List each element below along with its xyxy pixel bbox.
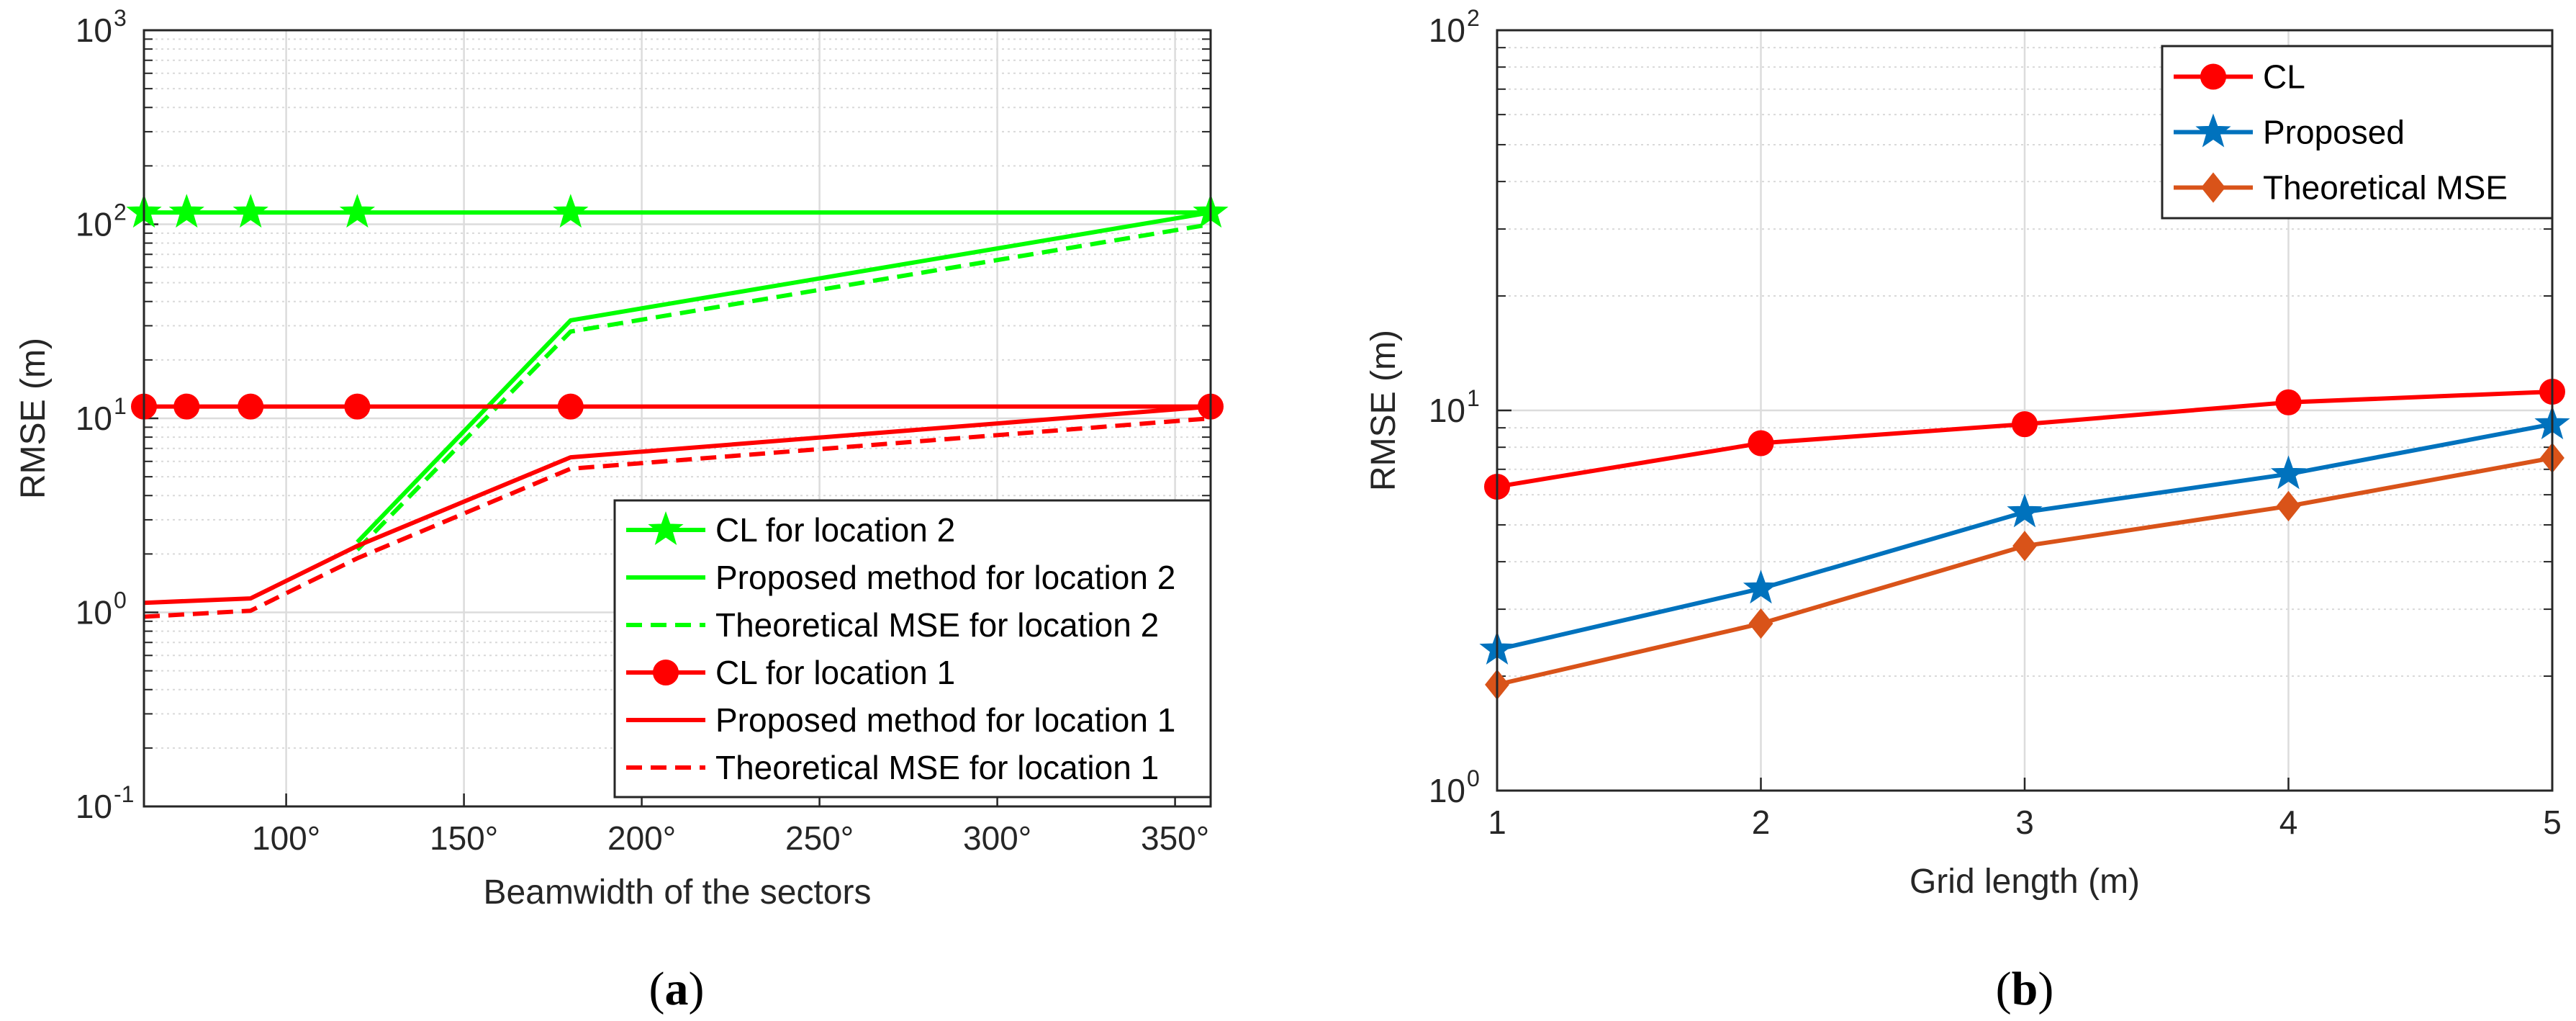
b-ytick-label: 10 xyxy=(1429,772,1465,809)
a-legend-label-3: CL for location 1 xyxy=(715,654,955,691)
b-ytick-label: 10 xyxy=(1429,392,1465,429)
caption-a-letter: a xyxy=(665,963,689,1015)
a-ytick-exponent: 2 xyxy=(114,199,127,225)
b-legend: CL Proposed Theoretical MSE xyxy=(2161,45,2554,220)
a-xtick-label: 100° xyxy=(252,819,320,857)
a-legend-marker-3 xyxy=(653,660,679,685)
a-data-point-3-4 xyxy=(557,393,584,420)
a-ytick-exponent: 3 xyxy=(114,5,127,31)
a-ytick-exponent: 1 xyxy=(114,393,127,419)
b-xtick-label: 5 xyxy=(2543,804,2562,841)
a-xtick-label: 250° xyxy=(785,819,854,857)
a-ytick-label: 10 xyxy=(76,12,112,49)
b-ytick-exponent: 2 xyxy=(1467,5,1480,31)
b-plot-frame xyxy=(1496,29,2554,792)
a-data-point-0-1 xyxy=(168,194,204,228)
a-ytick-label: 10 xyxy=(76,400,112,437)
a-legend: CL for location 2 Proposed method for loc… xyxy=(613,499,1212,799)
b-xtick-label: 2 xyxy=(1752,804,1771,841)
a-data-point-3-1 xyxy=(173,393,200,420)
a-legend-box xyxy=(613,499,1212,799)
a-data-point-3-2 xyxy=(238,393,264,420)
a-legend-marker-0 xyxy=(648,511,684,545)
a-series-line-2 xyxy=(356,222,1211,552)
a-plot-frame xyxy=(143,29,1212,808)
b-xtick-label: 3 xyxy=(2015,804,2034,841)
b-tick-labels: 10 010 110 21 2 3 4 5 xyxy=(1429,5,2562,841)
caption-b-letter: b xyxy=(2012,963,2038,1015)
a-data-point-0-4 xyxy=(553,194,589,228)
a-x-axis-label: Beamwidth of the sectors xyxy=(484,873,872,912)
a-ytick-exponent: -1 xyxy=(114,781,134,807)
b-legend-label-2: Theoretical MSE xyxy=(2263,169,2508,207)
a-legend-label-1: Proposed method for location 2 xyxy=(715,559,1175,596)
b-x-axis-label: Grid length (m) xyxy=(1910,863,2140,901)
a-data-point-0-2 xyxy=(232,194,268,228)
a-data-point-0-3 xyxy=(339,194,376,228)
a-xtick-label: 200° xyxy=(607,819,676,857)
a-y-axis-label: RMSE (m) xyxy=(14,338,53,499)
a-xtick-label: 150° xyxy=(430,819,498,857)
a-series-line-4 xyxy=(143,404,1211,606)
a-series-line-5 xyxy=(143,416,1211,619)
a-legend-label-4: Proposed method for location 1 xyxy=(715,701,1175,739)
b-data-point-1-2 xyxy=(2007,493,2043,528)
a-data-point-3-3 xyxy=(344,393,371,420)
panel-b: 10 010 110 21 2 3 4 5 Grid length (m) RMSE (m) … xyxy=(1365,5,2570,1015)
a-legend-label-0: CL for location 2 xyxy=(715,511,955,549)
caption-b: (b) xyxy=(1996,963,2054,1015)
b-data-point-1-1 xyxy=(1743,570,1779,604)
a-legend-label-5: Theoretical MSE for location 1 xyxy=(715,749,1159,786)
b-data-point-0-2 xyxy=(2012,411,2038,438)
b-legend-marker-1 xyxy=(2195,113,2231,148)
b-ytick-label: 10 xyxy=(1429,12,1465,49)
b-data-point-0-3 xyxy=(2275,389,2302,415)
a-legend-label-2: Theoretical MSE for location 2 xyxy=(715,606,1159,644)
b-legend-marker-0 xyxy=(2200,63,2226,90)
b-xtick-label: 1 xyxy=(1488,804,1506,841)
b-data-point-1-3 xyxy=(2270,455,2307,490)
b-ytick-exponent: 1 xyxy=(1467,385,1480,411)
a-ytick-label: 10 xyxy=(76,206,112,243)
b-data-point-2-2 xyxy=(2012,531,2037,562)
b-ytick-exponent: 0 xyxy=(1467,765,1480,791)
b-y-axis-label: RMSE (m) xyxy=(1365,330,1403,491)
a-xtick-label: 300° xyxy=(963,819,1031,857)
a-ytick-label: 10 xyxy=(76,594,112,631)
b-legend-label-0: CL xyxy=(2263,58,2305,96)
a-ytick-label: 10 xyxy=(76,788,112,825)
b-data-point-2-1 xyxy=(1748,608,1773,639)
a-ytick-exponent: 0 xyxy=(114,588,127,613)
b-legend-marker-2 xyxy=(2201,172,2225,203)
b-xtick-label: 4 xyxy=(2279,804,2298,841)
a-xtick-label: 350° xyxy=(1141,819,1209,857)
a-series-line-1 xyxy=(356,210,1211,544)
b-legend-label-1: Proposed xyxy=(2263,114,2405,151)
caption-a: (a) xyxy=(649,963,705,1015)
b-data-point-2-3 xyxy=(2276,490,2301,522)
b-data-point-0-1 xyxy=(1748,430,1774,456)
